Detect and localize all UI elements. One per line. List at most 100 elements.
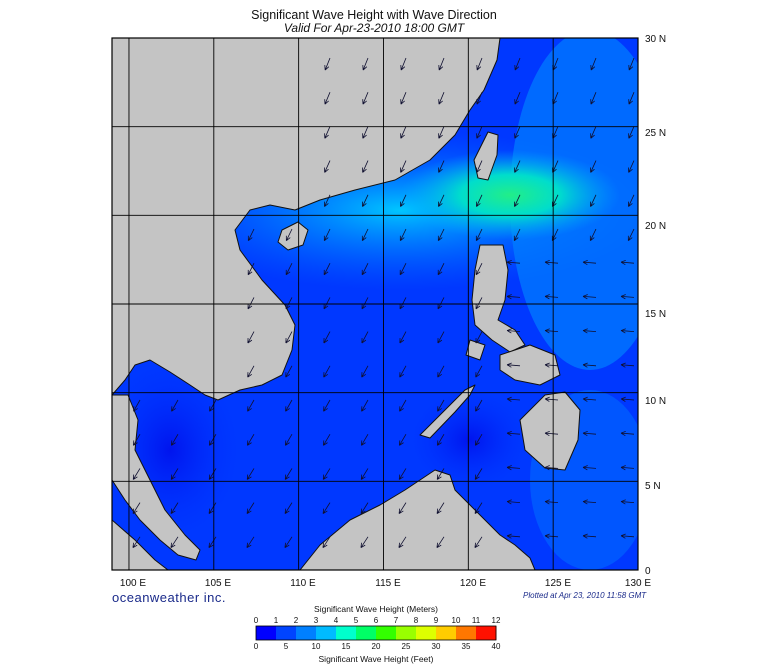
- wave-direction-arrow: [208, 433, 217, 446]
- wave-direction-arrow: [399, 331, 407, 344]
- wave-direction-arrow: [398, 468, 407, 480]
- wave-direction-arrow: [514, 92, 521, 105]
- wave-direction-arrow: [322, 536, 331, 549]
- wave-direction-arrow: [285, 331, 293, 344]
- wave-direction-arrow: [437, 365, 445, 378]
- wave-direction-arrow: [361, 331, 369, 344]
- lon-tick: 120 E: [460, 578, 486, 589]
- wave-direction-arrow: [628, 126, 635, 139]
- wave-direction-arrow: [437, 331, 445, 344]
- meters-tick-label: 6: [374, 616, 379, 625]
- wave-direction-arrow: [506, 499, 521, 505]
- wave-direction-arrow: [544, 362, 559, 368]
- wave-direction-arrow: [247, 331, 255, 344]
- wave-direction-arrow: [475, 331, 483, 344]
- meters-tick-label: 3: [314, 616, 319, 625]
- wave-field-luzon-strait: [400, 150, 620, 240]
- wave-direction-arrow: [514, 57, 521, 71]
- wave-direction-arrow: [514, 126, 521, 139]
- wave-direction-arrow: [360, 468, 369, 480]
- wave-direction-arrow: [474, 536, 483, 549]
- wave-direction-arrow: [247, 263, 255, 276]
- wave-direction-arrow: [514, 160, 521, 173]
- wave-direction-arrow: [322, 433, 331, 446]
- lon-tick: 130 E: [625, 578, 651, 589]
- wave-direction-arrow: [437, 263, 445, 276]
- wave-direction-arrow: [513, 228, 521, 242]
- wave-direction-arrow: [436, 502, 445, 514]
- wave-direction-arrow: [323, 365, 331, 378]
- color-scale-ticks: 0 1 2 3 4 5 6 7 8 9 10 11 120 5 10 15 20 25 30 35 40: [254, 616, 501, 651]
- hainan: [277, 221, 309, 251]
- wave-direction-arrow: [170, 502, 179, 514]
- wave-direction-arrow: [438, 57, 445, 71]
- wave-direction-arrow: [399, 263, 407, 276]
- wave-direction-arrow: [323, 331, 331, 344]
- feet-tick-label: 5: [284, 642, 289, 651]
- wave-direction-arrow: [436, 433, 445, 446]
- wave-direction-arrow: [590, 194, 597, 207]
- wave-direction-arrow: [582, 465, 597, 471]
- wave-direction-arrow: [284, 468, 293, 480]
- wave-direction-arrow: [323, 399, 331, 412]
- scale-feet-label: Significant Wave Height (Feet): [318, 654, 434, 664]
- wave-direction-arrow: [246, 536, 255, 549]
- scale-meters-label: Significant Wave Height (Meters): [314, 604, 438, 614]
- wave-direction-arrow: [247, 399, 255, 412]
- wave-direction-arrow: [475, 263, 483, 276]
- wave-direction-arrow: [170, 536, 179, 549]
- wave-direction-arrow: [324, 194, 331, 207]
- wave-direction-arrow: [475, 228, 483, 242]
- lat-lon-grid: [112, 38, 638, 570]
- wave-direction-arrow: [132, 468, 141, 480]
- wave-direction-arrow: [582, 430, 597, 437]
- wave-direction-arrow: [438, 92, 445, 105]
- wave-direction-arrow: [285, 297, 293, 310]
- wave-direction-arrow: [476, 160, 483, 173]
- color-scale-frame: [255, 625, 497, 641]
- color-scale-swatch: [376, 626, 397, 640]
- palawan: [419, 384, 476, 439]
- wave-direction-arrow: [323, 263, 331, 276]
- lon-tick: 105 E: [205, 578, 231, 589]
- wave-direction-arrow: [399, 228, 407, 242]
- wave-direction-arrow: [544, 259, 559, 266]
- wave-direction-arrow: [362, 160, 369, 173]
- wave-direction-arrow: [246, 468, 255, 480]
- wave-direction-arrow: [506, 259, 521, 266]
- wave-direction-arrow: [506, 465, 521, 471]
- wave-direction-arrow: [362, 92, 369, 105]
- chart-title: Significant Wave Height with Wave Direct…: [251, 8, 497, 22]
- wave-direction-arrow: [399, 297, 407, 310]
- wave-direction-arrow: [438, 126, 445, 139]
- meters-tick-label: 8: [414, 616, 419, 625]
- wave-direction-arrow: [284, 536, 293, 549]
- wave-direction-arrow: [590, 57, 597, 71]
- wave-direction-arrow: [582, 328, 597, 334]
- plotted-timestamp: Plotted at Apr 23, 2010 11:58 GMT: [523, 591, 647, 600]
- lon-tick: 125 E: [545, 578, 571, 589]
- mindanao: [519, 391, 581, 471]
- feet-tick-label: 25: [402, 642, 411, 651]
- wave-direction-arrow: [582, 259, 597, 266]
- wave-direction-arrow: [590, 160, 597, 173]
- wave-direction-arrow: [620, 328, 635, 334]
- color-scale-swatch: [436, 626, 457, 640]
- feet-tick-label: 20: [372, 642, 381, 651]
- wave-direction-arrow: [437, 399, 445, 412]
- wave-direction-arrow: [322, 468, 331, 480]
- wave-direction-arrow: [132, 502, 141, 514]
- lon-tick: 100 E: [120, 578, 146, 589]
- color-scale-swatch: [296, 626, 317, 640]
- meters-tick-label: 7: [394, 616, 399, 625]
- wave-direction-arrow: [170, 433, 179, 446]
- wave-direction-arrow: [360, 433, 369, 446]
- color-scale-swatch: [396, 626, 417, 640]
- wave-direction-arrow: [476, 92, 483, 105]
- wave-direction-arrow: [208, 502, 217, 514]
- wave-direction-arrow: [506, 430, 521, 437]
- map-frame: [111, 37, 639, 571]
- wave-direction-arrow: [324, 92, 331, 105]
- color-scale-swatch: [456, 626, 477, 640]
